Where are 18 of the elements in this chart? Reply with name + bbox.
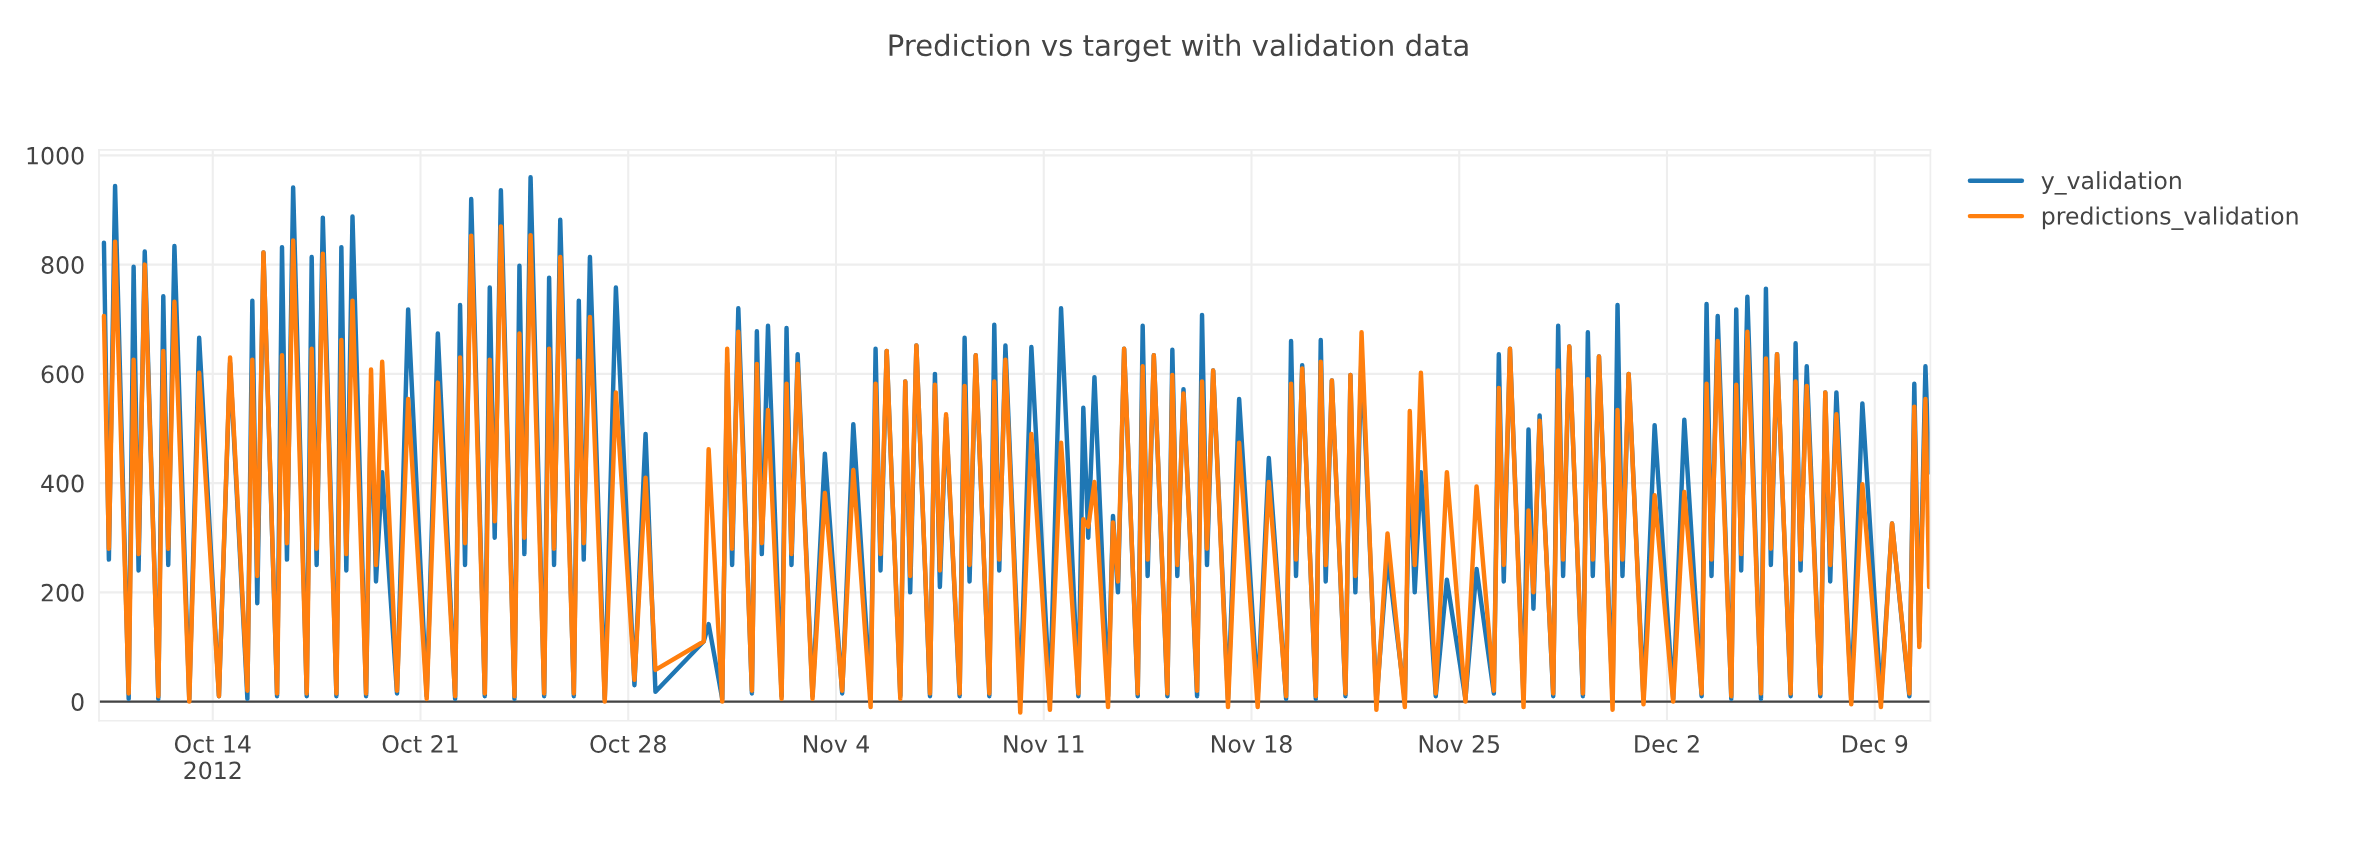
y-tick-label: 400	[41, 474, 84, 493]
y-tick-label: 800	[41, 256, 84, 274]
x-tick-label: Dec 2	[1635, 735, 1699, 753]
legend-label: predictions_validation	[2042, 206, 2298, 230]
y-tick-label: 200	[41, 583, 84, 602]
x-tick-label: Oct 28	[590, 735, 666, 753]
legend-label: y_validation	[2041, 171, 2181, 195]
x-tick-label: Nov 18	[1211, 735, 1292, 753]
x-tick-label: Nov 4	[804, 735, 869, 753]
chart-title: Prediction vs target with validation data	[889, 33, 1468, 62]
x-tick-label: Dec 9	[1842, 735, 1908, 753]
x-tick-label: Nov 25	[1419, 735, 1499, 753]
y-tick-label: 600	[41, 365, 84, 384]
x-tick-label: Nov 11	[1004, 735, 1084, 753]
y-tick-label: 1000	[27, 146, 84, 165]
y-tick-label: 0	[71, 693, 84, 711]
x-tick-label: Oct 14 2012	[174, 735, 251, 780]
x-tick-label: Oct 21	[382, 735, 458, 753]
